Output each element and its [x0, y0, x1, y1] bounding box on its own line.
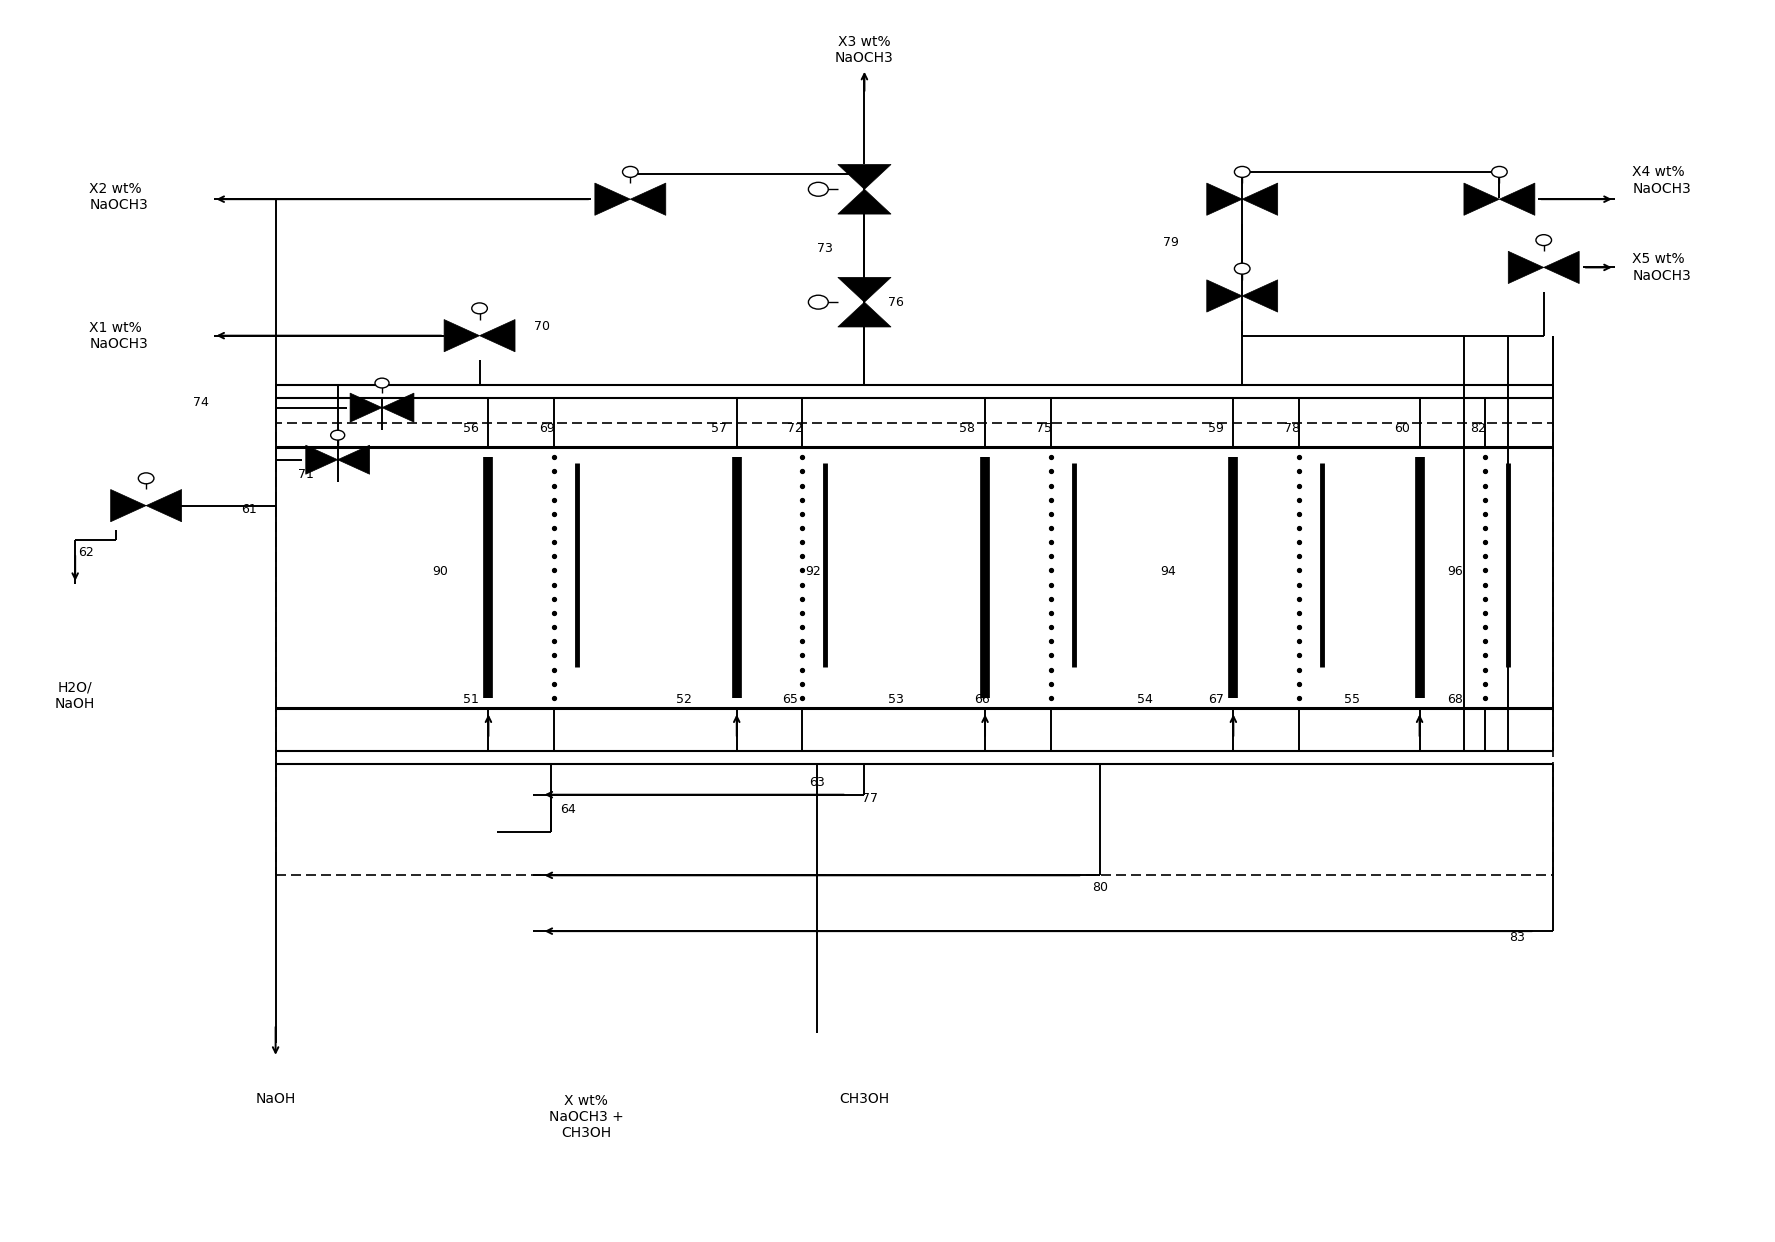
- Polygon shape: [1207, 279, 1242, 312]
- Text: 54: 54: [1136, 693, 1152, 705]
- Text: 61: 61: [241, 503, 257, 515]
- Text: 64: 64: [561, 804, 577, 816]
- Text: 51: 51: [463, 693, 479, 705]
- Text: 66: 66: [974, 693, 989, 705]
- Polygon shape: [838, 189, 891, 214]
- Text: 65: 65: [783, 693, 799, 705]
- Text: X wt%
NaOCH3 +
CH3OH: X wt% NaOCH3 + CH3OH: [548, 1094, 623, 1140]
- Text: 52: 52: [676, 693, 692, 705]
- Text: 79: 79: [1163, 236, 1179, 250]
- Text: 72: 72: [788, 422, 804, 435]
- Polygon shape: [838, 164, 891, 189]
- Polygon shape: [350, 394, 382, 422]
- Text: 62: 62: [78, 546, 94, 559]
- Circle shape: [1535, 235, 1551, 246]
- Polygon shape: [146, 489, 181, 522]
- Text: 59: 59: [1207, 422, 1223, 435]
- Polygon shape: [1500, 183, 1535, 215]
- Polygon shape: [337, 445, 369, 474]
- Text: H2O/
NaOH: H2O/ NaOH: [55, 681, 96, 710]
- Text: 77: 77: [863, 792, 879, 805]
- Polygon shape: [444, 319, 479, 351]
- Circle shape: [1491, 166, 1507, 178]
- Circle shape: [623, 166, 639, 178]
- Polygon shape: [595, 183, 630, 215]
- Text: 55: 55: [1344, 693, 1360, 705]
- Text: 73: 73: [818, 242, 832, 256]
- Text: X1 wt%
NaOCH3: X1 wt% NaOCH3: [89, 320, 147, 350]
- Circle shape: [472, 303, 488, 314]
- Text: 76: 76: [889, 296, 903, 309]
- Polygon shape: [479, 319, 515, 351]
- Text: 78: 78: [1283, 422, 1299, 435]
- Text: 70: 70: [534, 320, 550, 333]
- Text: 53: 53: [889, 693, 903, 705]
- Text: 71: 71: [298, 468, 314, 481]
- Circle shape: [1234, 166, 1250, 178]
- Text: 56: 56: [463, 422, 479, 435]
- Text: 82: 82: [1470, 422, 1486, 435]
- Polygon shape: [838, 277, 891, 302]
- Polygon shape: [1464, 183, 1500, 215]
- Polygon shape: [1544, 251, 1580, 283]
- Circle shape: [808, 296, 829, 309]
- Text: 74: 74: [193, 396, 209, 409]
- Polygon shape: [838, 302, 891, 327]
- Text: X4 wt%
NaOCH3: X4 wt% NaOCH3: [1633, 165, 1692, 196]
- Text: CH3OH: CH3OH: [840, 1092, 889, 1105]
- Text: 90: 90: [433, 565, 449, 578]
- Text: 67: 67: [1207, 693, 1223, 705]
- Text: NaOH: NaOH: [256, 1092, 296, 1105]
- Text: 92: 92: [806, 565, 820, 578]
- Text: 69: 69: [540, 422, 556, 435]
- Polygon shape: [1509, 251, 1544, 283]
- Text: 96: 96: [1447, 565, 1463, 578]
- Polygon shape: [305, 445, 337, 474]
- Text: 75: 75: [1035, 422, 1051, 435]
- Text: 58: 58: [959, 422, 974, 435]
- Polygon shape: [1242, 183, 1278, 215]
- Polygon shape: [1207, 183, 1242, 215]
- Circle shape: [330, 430, 344, 440]
- Text: 60: 60: [1393, 422, 1409, 435]
- Text: 57: 57: [712, 422, 728, 435]
- Circle shape: [1234, 263, 1250, 274]
- Circle shape: [375, 378, 389, 388]
- Polygon shape: [1242, 279, 1278, 312]
- Text: X3 wt%
NaOCH3: X3 wt% NaOCH3: [834, 35, 895, 66]
- Circle shape: [138, 473, 154, 484]
- Text: 80: 80: [1092, 882, 1108, 894]
- Polygon shape: [110, 489, 146, 522]
- Text: 68: 68: [1447, 693, 1463, 705]
- Polygon shape: [382, 394, 414, 422]
- Text: 63: 63: [809, 776, 824, 789]
- Text: 94: 94: [1159, 565, 1175, 578]
- Polygon shape: [630, 183, 666, 215]
- Text: 83: 83: [1509, 930, 1525, 944]
- Text: X2 wt%
NaOCH3: X2 wt% NaOCH3: [89, 181, 147, 212]
- Text: X5 wt%
NaOCH3: X5 wt% NaOCH3: [1633, 252, 1692, 282]
- Circle shape: [808, 183, 829, 196]
